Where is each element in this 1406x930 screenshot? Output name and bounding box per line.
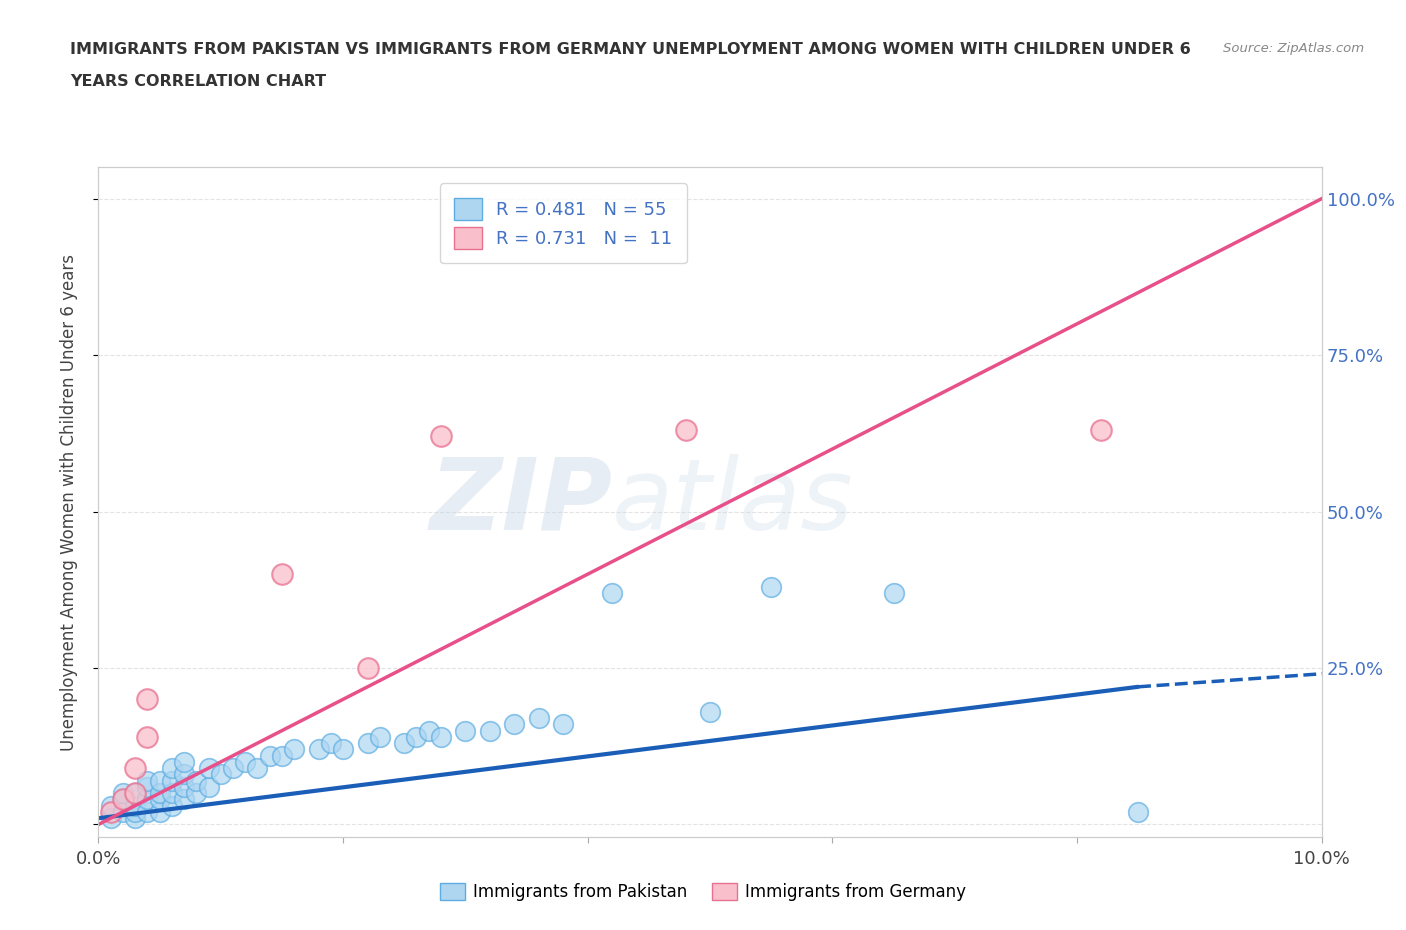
- Point: [124, 811, 146, 826]
- Text: YEARS CORRELATION CHART: YEARS CORRELATION CHART: [70, 74, 326, 89]
- Point: [392, 736, 416, 751]
- Point: [1128, 804, 1150, 819]
- Point: [209, 767, 232, 782]
- Point: [883, 586, 905, 601]
- Point: [111, 792, 134, 807]
- Point: [270, 749, 292, 764]
- Point: [319, 736, 342, 751]
- Point: [149, 786, 172, 801]
- Point: [160, 761, 183, 776]
- Point: [283, 742, 305, 757]
- Point: [430, 429, 453, 444]
- Point: [675, 423, 697, 438]
- Text: IMMIGRANTS FROM PAKISTAN VS IMMIGRANTS FROM GERMANY UNEMPLOYMENT AMONG WOMEN WIT: IMMIGRANTS FROM PAKISTAN VS IMMIGRANTS F…: [70, 42, 1191, 57]
- Point: [503, 717, 526, 732]
- Point: [600, 586, 623, 601]
- Point: [111, 804, 134, 819]
- Point: [332, 742, 354, 757]
- Point: [405, 729, 427, 744]
- Point: [173, 754, 195, 769]
- Point: [124, 761, 146, 776]
- Point: [149, 792, 172, 807]
- Point: [111, 786, 134, 801]
- Point: [136, 792, 159, 807]
- Point: [149, 804, 172, 819]
- Point: [100, 811, 122, 826]
- Point: [136, 773, 159, 788]
- Point: [246, 761, 269, 776]
- Point: [149, 773, 172, 788]
- Legend: R = 0.481   N = 55, R = 0.731   N =  11: R = 0.481 N = 55, R = 0.731 N = 11: [440, 183, 686, 263]
- Point: [197, 761, 219, 776]
- Text: atlas: atlas: [612, 454, 853, 551]
- Point: [259, 749, 281, 764]
- Point: [136, 729, 159, 744]
- Point: [454, 724, 477, 738]
- Point: [308, 742, 330, 757]
- Point: [136, 692, 159, 707]
- Point: [186, 786, 208, 801]
- Point: [136, 779, 159, 794]
- Point: [111, 792, 134, 807]
- Legend: Immigrants from Pakistan, Immigrants from Germany: Immigrants from Pakistan, Immigrants fro…: [433, 876, 973, 908]
- Point: [368, 729, 391, 744]
- Point: [186, 773, 208, 788]
- Point: [418, 724, 440, 738]
- Point: [197, 779, 219, 794]
- Point: [430, 729, 453, 744]
- Point: [478, 724, 501, 738]
- Point: [173, 779, 195, 794]
- Point: [100, 804, 122, 819]
- Point: [270, 566, 292, 581]
- Point: [527, 711, 550, 725]
- Point: [759, 579, 782, 594]
- Point: [124, 786, 146, 801]
- Point: [1090, 423, 1112, 438]
- Point: [233, 754, 256, 769]
- Point: [173, 792, 195, 807]
- Point: [124, 804, 146, 819]
- Point: [136, 804, 159, 819]
- Point: [160, 773, 183, 788]
- Y-axis label: Unemployment Among Women with Children Under 6 years: Unemployment Among Women with Children U…: [59, 254, 77, 751]
- Point: [124, 798, 146, 813]
- Point: [699, 704, 721, 719]
- Point: [100, 798, 122, 813]
- Text: ZIP: ZIP: [429, 454, 612, 551]
- Point: [222, 761, 245, 776]
- Text: Source: ZipAtlas.com: Source: ZipAtlas.com: [1223, 42, 1364, 55]
- Point: [553, 717, 575, 732]
- Point: [160, 786, 183, 801]
- Point: [124, 786, 146, 801]
- Point: [160, 798, 183, 813]
- Point: [173, 767, 195, 782]
- Point: [356, 660, 378, 675]
- Point: [356, 736, 378, 751]
